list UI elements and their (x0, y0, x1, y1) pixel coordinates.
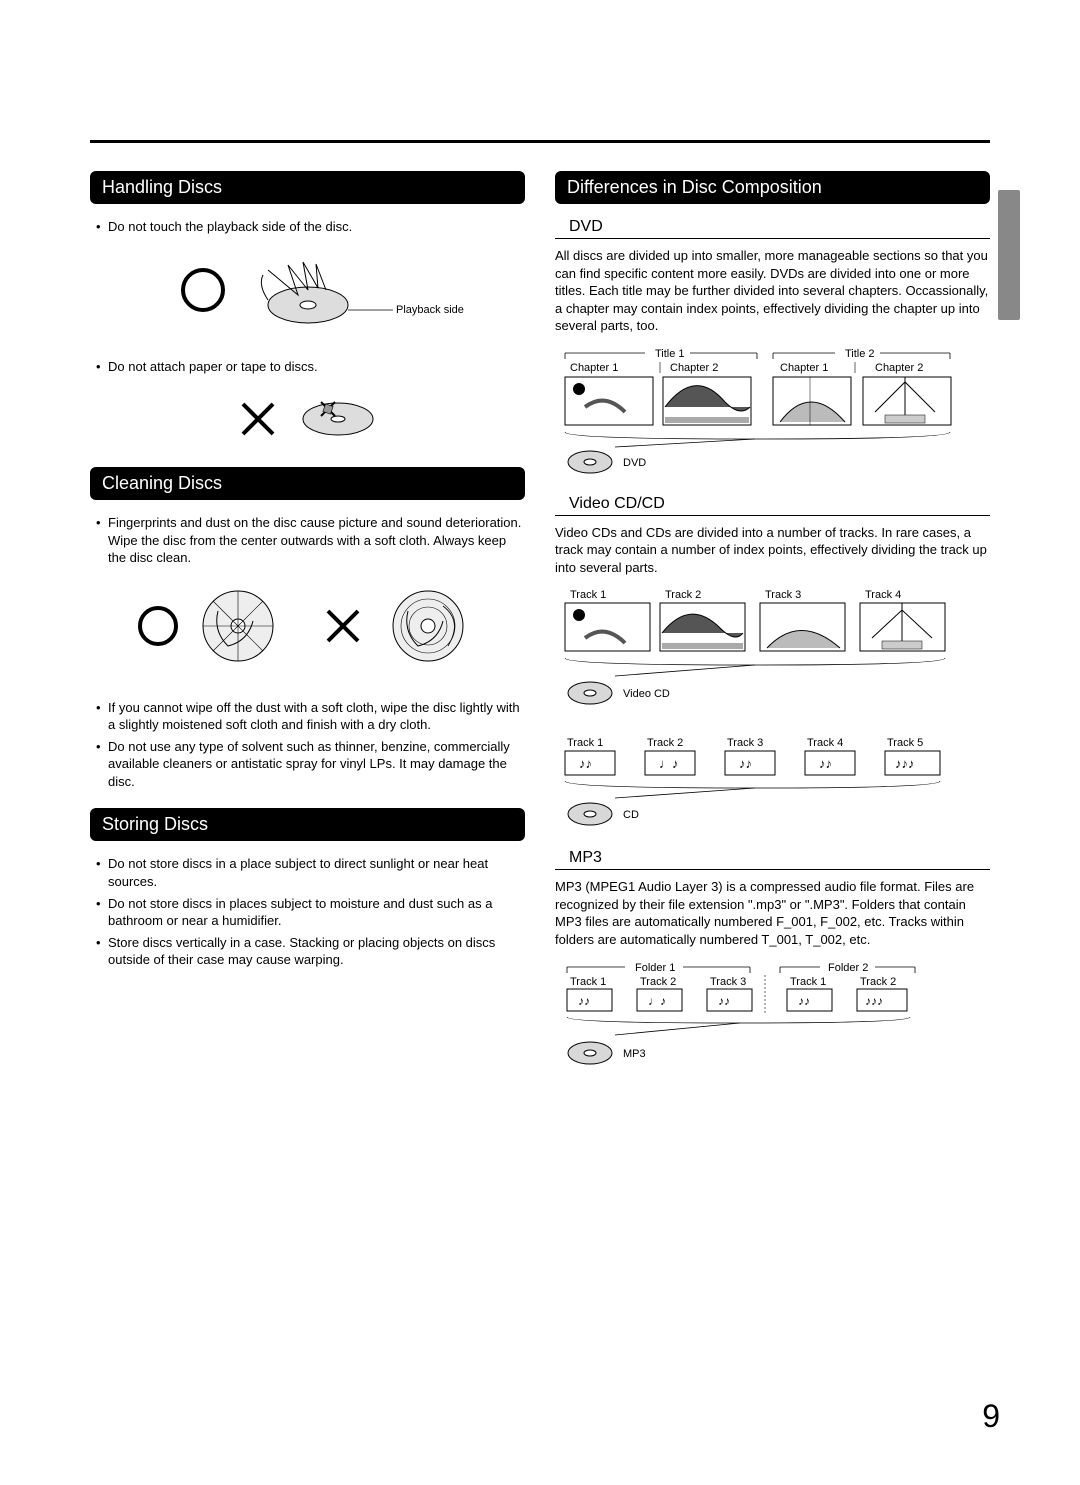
cleaning-bullet-3: Do not use any type of solvent such as t… (96, 738, 525, 791)
page-number: 9 (982, 1398, 1000, 1435)
svg-text:Folder 1: Folder 1 (635, 962, 675, 974)
svg-text:Chapter 2: Chapter 2 (670, 362, 718, 374)
mp3-text: MP3 (MPEG1 Audio Layer 3) is a compresse… (555, 878, 990, 948)
svg-text:Track 5: Track 5 (887, 737, 923, 749)
svg-text:♩♪: ♩♪ (648, 994, 666, 1008)
svg-text:Track 1: Track 1 (567, 737, 603, 749)
svg-text:Title 2: Title 2 (845, 348, 875, 360)
svg-text:Track 3: Track 3 (727, 737, 763, 749)
svg-text:Track 3: Track 3 (765, 589, 801, 601)
svg-text:♪♪: ♪♪ (798, 994, 810, 1008)
storing-header: Storing Discs (90, 808, 525, 841)
svg-text:Track 2: Track 2 (647, 737, 683, 749)
vcd-heading: Video CD/CD (555, 495, 990, 516)
svg-text:♪♪: ♪♪ (579, 756, 592, 771)
cleaning-bullet-2: If you cannot wipe off the dust with a s… (96, 699, 525, 734)
svg-text:♪♪: ♪♪ (819, 756, 832, 771)
handling-header: Handling Discs (90, 171, 525, 204)
handling-bullet-2: Do not attach paper or tape to discs. (96, 358, 525, 376)
svg-text:Chapter 1: Chapter 1 (780, 362, 828, 374)
svg-text:Track 1: Track 1 (570, 976, 606, 988)
svg-text:CD: CD (623, 809, 639, 821)
right-column: Differences in Disc Composition DVD All … (555, 171, 990, 1094)
svg-text:Title 1: Title 1 (655, 348, 685, 360)
playback-side-label: Playback side (396, 304, 464, 316)
left-column: Handling Discs Do not touch the playback… (90, 171, 525, 1094)
svg-text:♪♪: ♪♪ (578, 994, 590, 1008)
cd-diagram: Track 1 Track 2 Track 3 Track 4 Track 5 … (555, 736, 990, 831)
svg-text:Chapter 1: Chapter 1 (570, 362, 618, 374)
svg-text:Track 3: Track 3 (710, 976, 746, 988)
storing-bullet-1: Do not store discs in a place subject to… (96, 855, 525, 890)
storing-bullet-3: Store discs vertically in a case. Stacki… (96, 934, 525, 969)
svg-text:Folder 2: Folder 2 (828, 962, 868, 974)
top-rule (90, 140, 990, 143)
dvd-heading: DVD (555, 218, 990, 239)
vcd-diagram: Track 1 Track 2 Track 3 Track 4 (555, 588, 990, 718)
svg-text:Track 2: Track 2 (665, 589, 701, 601)
svg-text:Track 1: Track 1 (790, 976, 826, 988)
svg-text:Chapter 2: Chapter 2 (875, 362, 923, 374)
cleaning-bullet-1: Fingerprints and dust on the disc cause … (96, 514, 525, 567)
storing-bullet-2: Do not store discs in places subject to … (96, 895, 525, 930)
svg-text:MP3: MP3 (623, 1048, 646, 1060)
svg-text:♩♪: ♩♪ (659, 756, 679, 771)
svg-text:Track 2: Track 2 (860, 976, 896, 988)
mp3-heading: MP3 (555, 849, 990, 870)
cleaning-header: Cleaning Discs (90, 467, 525, 500)
dvd-text: All discs are divided up into smaller, m… (555, 247, 990, 335)
mp3-diagram: Folder 1 Folder 2 Track 1 Track 2 Track … (555, 961, 990, 1076)
side-tab (998, 190, 1020, 320)
handling-bullet-1: Do not touch the playback side of the di… (96, 218, 525, 236)
svg-text:♪♪♪: ♪♪♪ (895, 756, 915, 771)
svg-text:Track 4: Track 4 (865, 589, 901, 601)
svg-text:Track 1: Track 1 (570, 589, 606, 601)
diff-header: Differences in Disc Composition (555, 171, 990, 204)
svg-text:♪♪: ♪♪ (718, 994, 730, 1008)
handling-illustration-2 (90, 389, 525, 449)
handling-illustration-1: Playback side (90, 250, 525, 340)
svg-text:DVD: DVD (623, 457, 646, 469)
vcd-text: Video CDs and CDs are divided into a num… (555, 524, 990, 577)
svg-text:♪♪: ♪♪ (739, 756, 752, 771)
cleaning-illustration (90, 581, 525, 681)
svg-text:Video CD: Video CD (623, 688, 670, 700)
svg-text:♪♪♪: ♪♪♪ (865, 994, 883, 1008)
svg-text:Track 4: Track 4 (807, 737, 843, 749)
svg-text:Track 2: Track 2 (640, 976, 676, 988)
dvd-diagram: Title 1 Title 2 Chapter 1 Chapter 2 Chap… (555, 347, 990, 477)
